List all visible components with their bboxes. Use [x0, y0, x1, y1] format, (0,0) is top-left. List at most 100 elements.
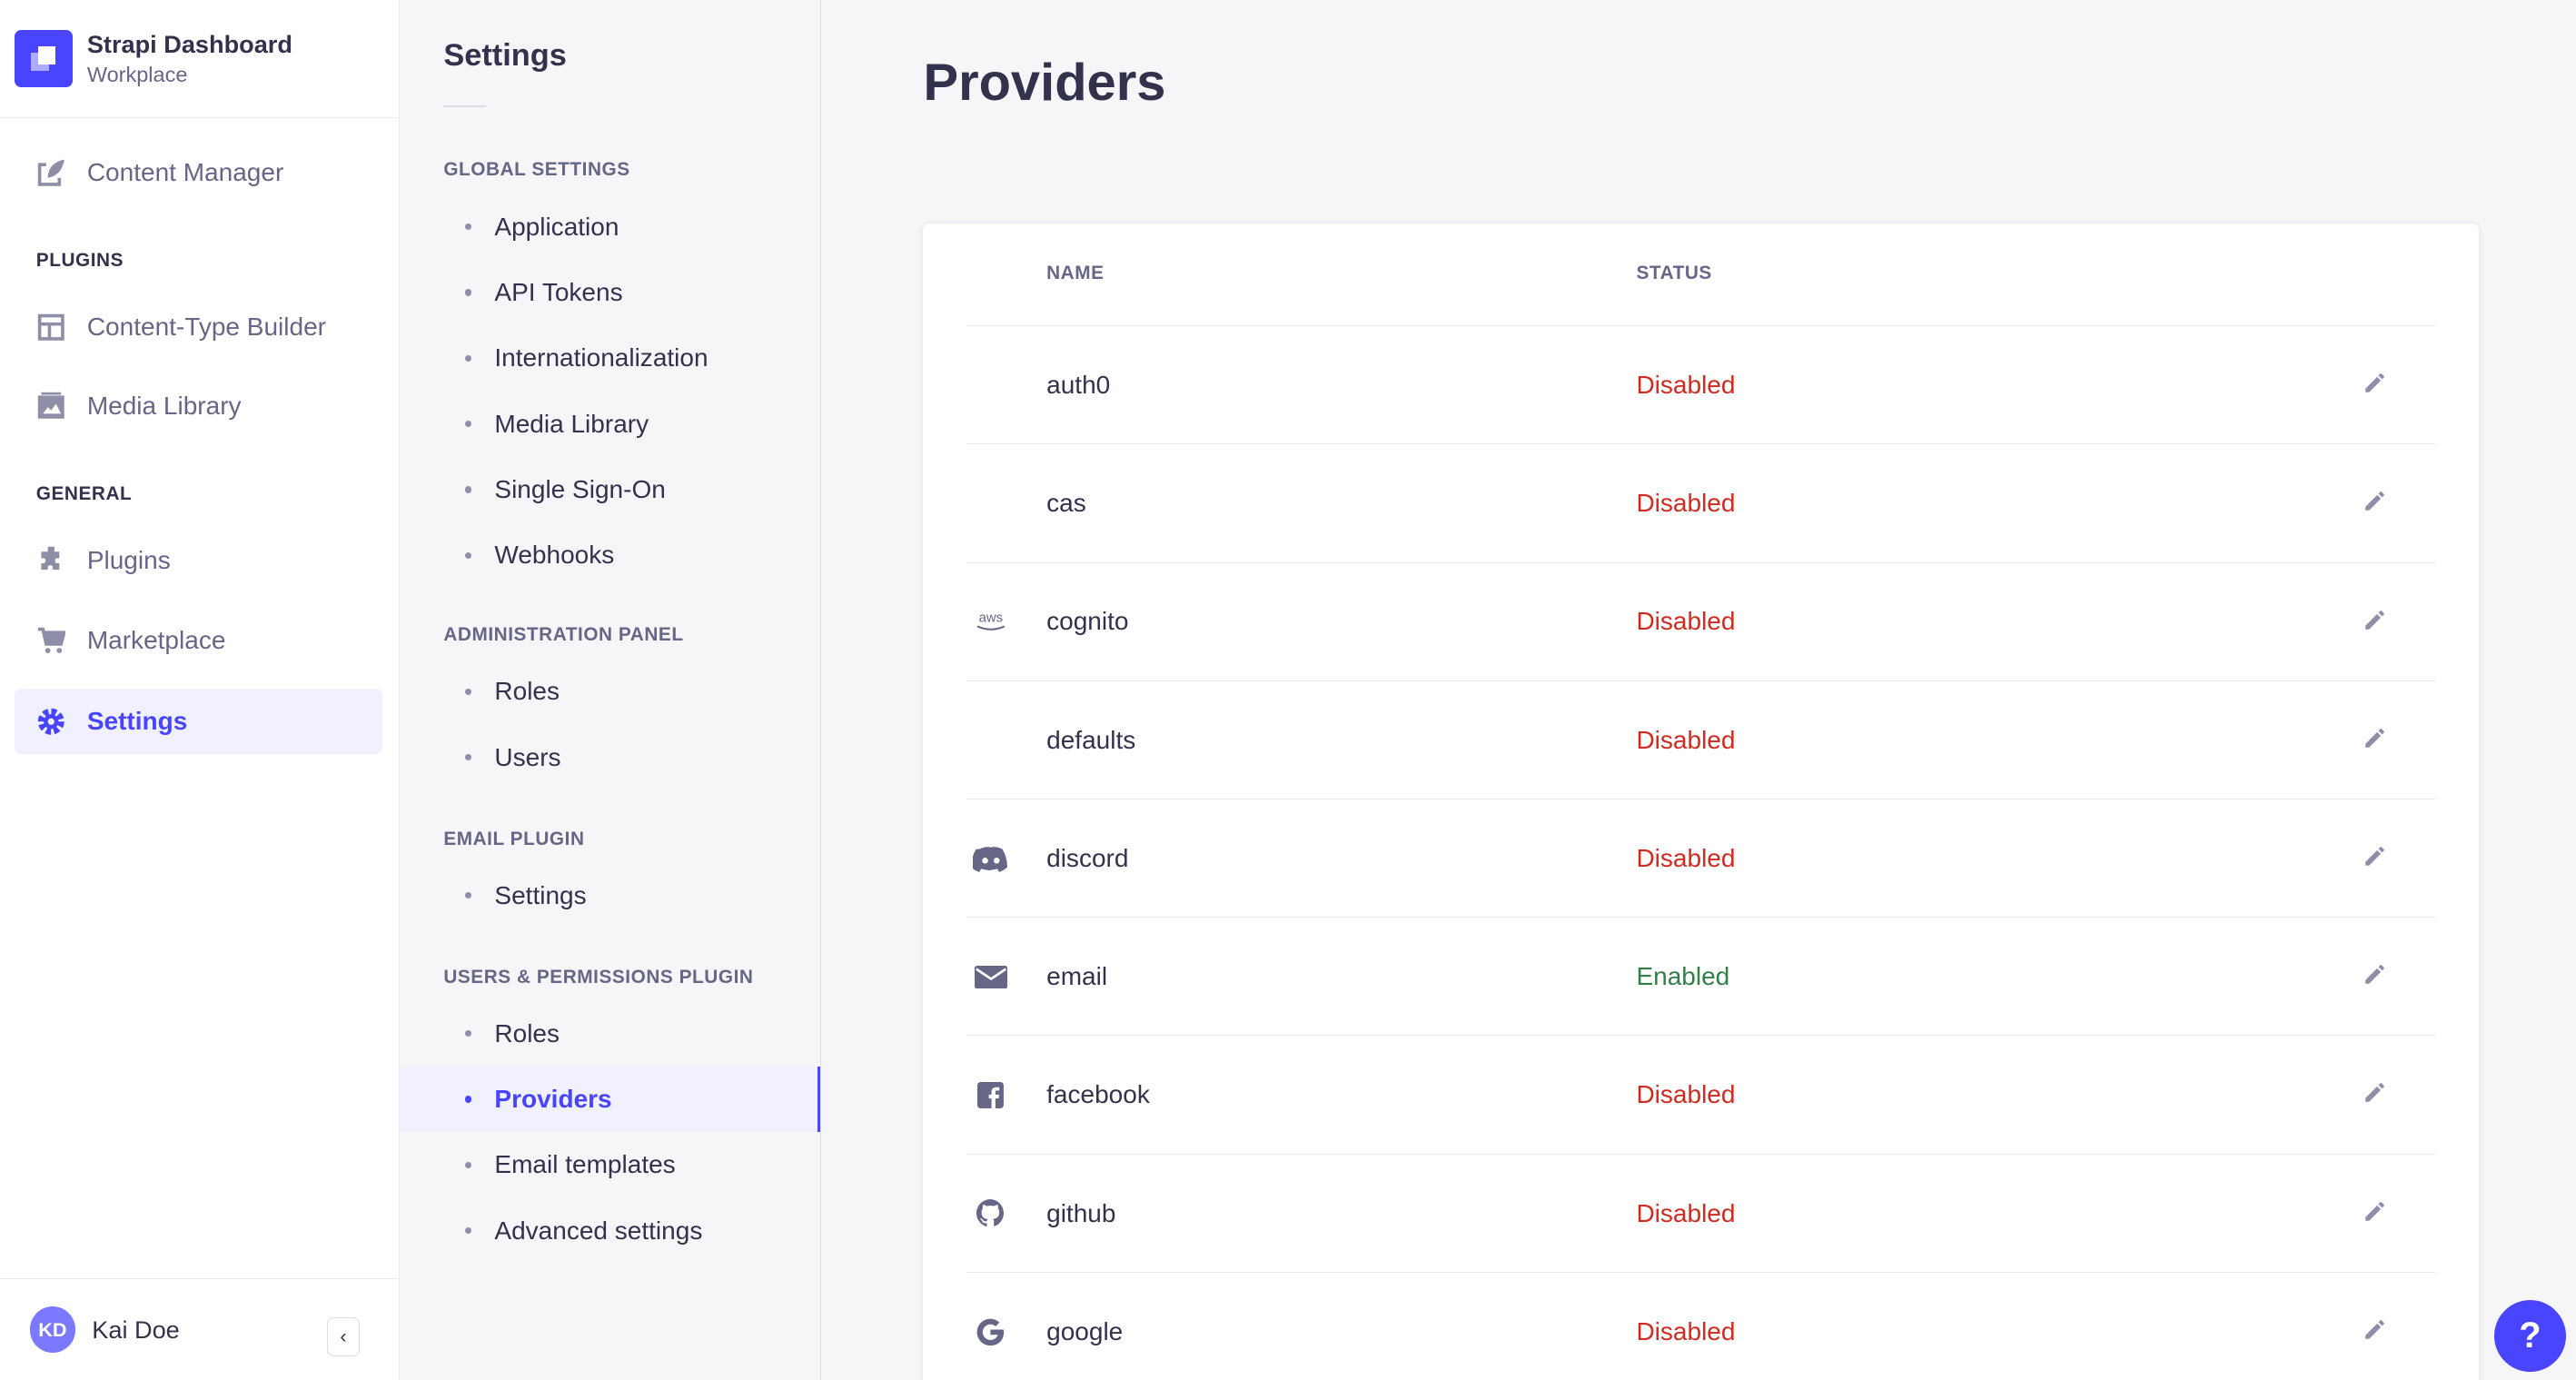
table-row[interactable]: discord Disabled [966, 799, 2437, 917]
table-row[interactable]: aws cognito Disabled [966, 561, 2437, 680]
user-footer: KD Kai Doe ‹ [0, 1278, 398, 1380]
nav-item-content-manager[interactable]: Content Manager [15, 140, 382, 205]
settings-nav-label: Single Sign-On [494, 474, 666, 503]
edit-icon[interactable] [2363, 842, 2393, 872]
help-button[interactable]: ? [2493, 1299, 2567, 1373]
edit-icon[interactable] [2363, 369, 2393, 399]
table-row[interactable]: auth0 Disabled [966, 325, 2437, 443]
settings-nav-item-roles[interactable]: Roles [400, 1000, 820, 1066]
settings-nav-label: API Tokens [494, 277, 623, 306]
settings-nav-label: Providers [494, 1085, 612, 1114]
status-badge: Enabled [1636, 962, 1730, 991]
status-badge: Disabled [1636, 489, 1736, 518]
provider-icon-empty [973, 724, 1009, 757]
table-row[interactable]: defaults Disabled [966, 680, 2437, 799]
edit-icon[interactable] [2363, 1315, 2393, 1345]
nav-label: Marketplace [86, 626, 226, 655]
nav-item-marketplace[interactable]: Marketplace [15, 608, 382, 673]
provider-name: github [1046, 1198, 1116, 1227]
settings-nav-item-internationalization[interactable]: Internationalization [400, 325, 820, 391]
settings-nav-item-settings[interactable]: Settings [400, 863, 820, 928]
svg-text:aws: aws [978, 611, 1003, 626]
status-badge: Disabled [1636, 1080, 1736, 1109]
provider-name: defaults [1046, 725, 1136, 754]
divider [443, 104, 487, 107]
settings-nav-item-users[interactable]: Users [400, 725, 820, 790]
page-title: Providers [923, 53, 1166, 112]
table-row[interactable]: email Enabled [966, 917, 2437, 1035]
table-row[interactable]: facebook Disabled [966, 1035, 2437, 1153]
discord-icon [972, 842, 1009, 875]
provider-name: facebook [1046, 1080, 1150, 1109]
edit-icon[interactable] [2363, 724, 2393, 754]
settings-section-title: ADMINISTRATION PANEL [443, 624, 684, 646]
nav-item-media-library[interactable]: Media Library [15, 373, 382, 439]
github-icon [973, 1197, 1009, 1230]
strapi-logo [15, 29, 73, 88]
status-badge: Disabled [1636, 607, 1736, 636]
settings-nav-label: Users [494, 742, 561, 771]
aws-icon: aws [973, 606, 1009, 639]
status-badge: Disabled [1636, 370, 1736, 399]
main-nav: Strapi Dashboard Workplace Content Manag… [0, 0, 400, 1380]
gear-icon [36, 707, 66, 737]
provider-name: auth0 [1046, 370, 1111, 399]
settings-section-title: EMAIL PLUGIN [443, 828, 585, 849]
brand: Strapi Dashboard Workplace [0, 0, 399, 119]
table-row[interactable]: github Disabled [966, 1153, 2437, 1272]
settings-nav-label: Advanced settings [494, 1216, 703, 1245]
collapse-nav-button[interactable]: ‹ [326, 1316, 361, 1357]
settings-nav-label: Roles [494, 677, 560, 706]
nav-label: Content Manager [86, 157, 284, 186]
settings-nav-label: Webhooks [494, 541, 615, 570]
nav-item-content-type-builder[interactable]: Content-Type Builder [15, 294, 382, 360]
image-icon [36, 391, 66, 421]
settings-nav-label: Roles [494, 1018, 560, 1047]
provider-name: cas [1046, 489, 1086, 518]
edit-icon[interactable] [2363, 606, 2393, 636]
nav-label: Settings [86, 707, 188, 736]
provider-name: discord [1046, 843, 1129, 872]
edit-icon[interactable] [2363, 960, 2393, 990]
edit-icon[interactable] [2363, 1078, 2393, 1108]
envelope-icon [973, 960, 1009, 993]
providers-table: NAME STATUS auth0 Disabled cas Disabled aws c… [923, 223, 2480, 1380]
settings-nav-item-media-library[interactable]: Media Library [400, 391, 820, 456]
nav-label: Plugins [86, 545, 171, 574]
settings-nav-label: Settings [494, 880, 587, 909]
facebook-icon [973, 1078, 1009, 1111]
settings-nav-item-single-sign-on[interactable]: Single Sign-On [400, 457, 820, 522]
settings-nav-item-application[interactable]: Application [400, 194, 820, 259]
edit-icon[interactable] [2363, 487, 2393, 517]
status-badge: Disabled [1636, 725, 1736, 754]
settings-nav-item-webhooks[interactable]: Webhooks [400, 522, 820, 588]
provider-name: cognito [1046, 607, 1129, 636]
brand-title: Strapi Dashboard [86, 30, 292, 59]
nav-item-settings[interactable]: Settings [15, 688, 383, 755]
provider-name: email [1046, 962, 1108, 991]
edit-icon[interactable] [2363, 1197, 2393, 1227]
table-row[interactable]: cas Disabled [966, 443, 2437, 561]
table-row[interactable]: google Disabled [966, 1271, 2437, 1380]
settings-nav-item-advanced-settings[interactable]: Advanced settings [400, 1198, 820, 1264]
settings-nav-label: Media Library [494, 409, 649, 438]
settings-section-title: GLOBAL SETTINGS [443, 159, 630, 181]
cart-icon [36, 626, 66, 656]
nav-label: Content-Type Builder [86, 312, 326, 341]
layout-icon [36, 313, 66, 343]
feather-icon [36, 158, 66, 188]
puzzle-icon [36, 545, 66, 575]
settings-nav-item-email-templates[interactable]: Email templates [400, 1132, 820, 1197]
avatar[interactable]: KD [29, 1306, 76, 1354]
status-badge: Disabled [1636, 1198, 1736, 1227]
provider-name: google [1046, 1316, 1124, 1345]
settings-nav: Settings GLOBAL SETTINGS Application API T… [399, 0, 822, 1380]
settings-nav-item-roles[interactable]: Roles [400, 659, 820, 724]
nav-item-plugins[interactable]: Plugins [15, 528, 382, 593]
settings-nav-item-providers[interactable]: Providers [399, 1066, 820, 1133]
provider-icon-empty [973, 487, 1009, 520]
column-header-status: STATUS [1636, 263, 1712, 284]
settings-nav-item-api-tokens[interactable]: API Tokens [400, 260, 820, 325]
settings-nav-label: Application [494, 212, 619, 241]
chevron-left-icon: ‹ [340, 1325, 347, 1348]
